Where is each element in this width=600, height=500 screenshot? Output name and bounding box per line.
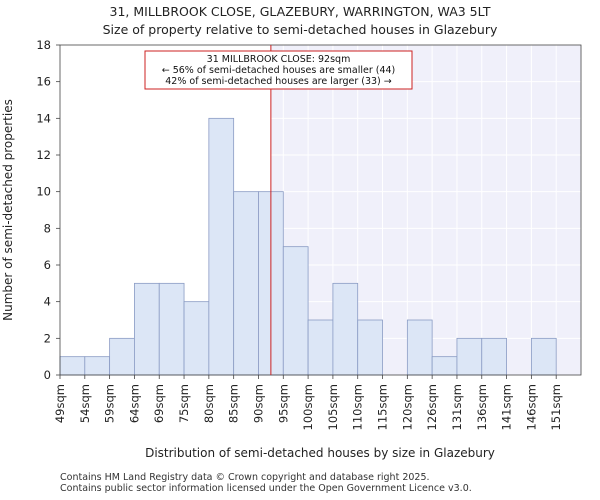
annotation-box: [144, 50, 413, 90]
bar-54sqm: [84, 356, 111, 376]
x-tick-label: 105sqm: [326, 384, 340, 430]
x-tick-label: 100sqm: [301, 384, 315, 430]
y-tick-label: 12: [36, 148, 51, 162]
bar-69sqm: [158, 282, 185, 376]
y-axis-label: Number of semi-detached properties: [1, 99, 15, 321]
plot-area: 0 2 4 6 8 10 12 14 16 18 49sqm 54sqm 59sqm 64sqm 69sqm…: [36, 38, 582, 430]
x-tick-label: 120sqm: [400, 384, 414, 430]
footer-licence: Contains public sector information licen…: [60, 483, 472, 494]
x-tick-label: 146sqm: [524, 384, 538, 430]
x-tick-label: 59sqm: [103, 384, 117, 423]
bar-105sqm: [332, 282, 359, 376]
annotation-line-2: ← 56% of semi-detached houses are smalle…: [162, 65, 396, 76]
x-tick-label: 141sqm: [500, 384, 514, 430]
annotation-line-1: 31 MILLBROOK CLOSE: 92sqm: [207, 54, 351, 65]
bar-126sqm: [431, 356, 458, 376]
bar-75sqm: [183, 301, 210, 376]
x-tick-label: 110sqm: [351, 384, 365, 430]
bar-120sqm: [406, 319, 433, 376]
x-tick-label: 115sqm: [376, 384, 390, 430]
x-tick-label: 136sqm: [475, 384, 489, 430]
y-tick-label: 14: [36, 111, 51, 125]
bar-85sqm: [233, 191, 259, 376]
y-tick-label: 6: [44, 258, 51, 272]
x-axis-label: Distribution of semi-detached houses by …: [145, 446, 495, 460]
y-tick-label: 8: [44, 221, 51, 235]
y-tick-label: 4: [44, 295, 51, 309]
bar-95sqm: [282, 246, 309, 376]
bar-146sqm: [530, 337, 557, 376]
annotation-line-3: 42% of semi-detached houses are larger (…: [165, 76, 392, 87]
bar-80sqm: [208, 117, 235, 376]
x-tick-label: 151sqm: [549, 384, 563, 430]
bar-100sqm: [307, 319, 334, 376]
x-tick-label: 69sqm: [152, 384, 166, 423]
x-tick-label: 64sqm: [127, 384, 141, 423]
x-tick-label: 85sqm: [227, 384, 241, 423]
x-tick-label: 75sqm: [177, 384, 191, 423]
x-tick-label: 90sqm: [251, 384, 265, 423]
x-tick-label: 95sqm: [276, 384, 290, 423]
bar-59sqm: [109, 337, 135, 376]
chart-title: 31, MILLBROOK CLOSE, GLAZEBURY, WARRINGT…: [110, 4, 491, 19]
x-tick-label: 54sqm: [78, 384, 92, 423]
x-tick-label: 126sqm: [425, 384, 439, 430]
bar-131sqm: [456, 337, 483, 376]
x-tick-label: 131sqm: [450, 384, 464, 430]
plot-frame: [59, 44, 582, 376]
chart-subtitle: Size of property relative to semi-detach…: [103, 22, 498, 37]
bar-64sqm: [134, 282, 160, 376]
bar-110sqm: [357, 319, 383, 376]
x-tick-label: 49sqm: [53, 384, 67, 423]
y-tick-label: 2: [44, 331, 51, 345]
bar-49sqm: [59, 356, 86, 376]
y-tick-label: 0: [44, 368, 51, 382]
bar-136sqm: [481, 337, 507, 376]
x-tick-label: 80sqm: [202, 384, 216, 423]
y-tick-label: 16: [36, 75, 51, 89]
y-tick-label: 10: [36, 185, 51, 199]
footer-copyright: Contains HM Land Registry data © Crown c…: [60, 472, 430, 483]
y-tick-label: 18: [36, 38, 51, 52]
